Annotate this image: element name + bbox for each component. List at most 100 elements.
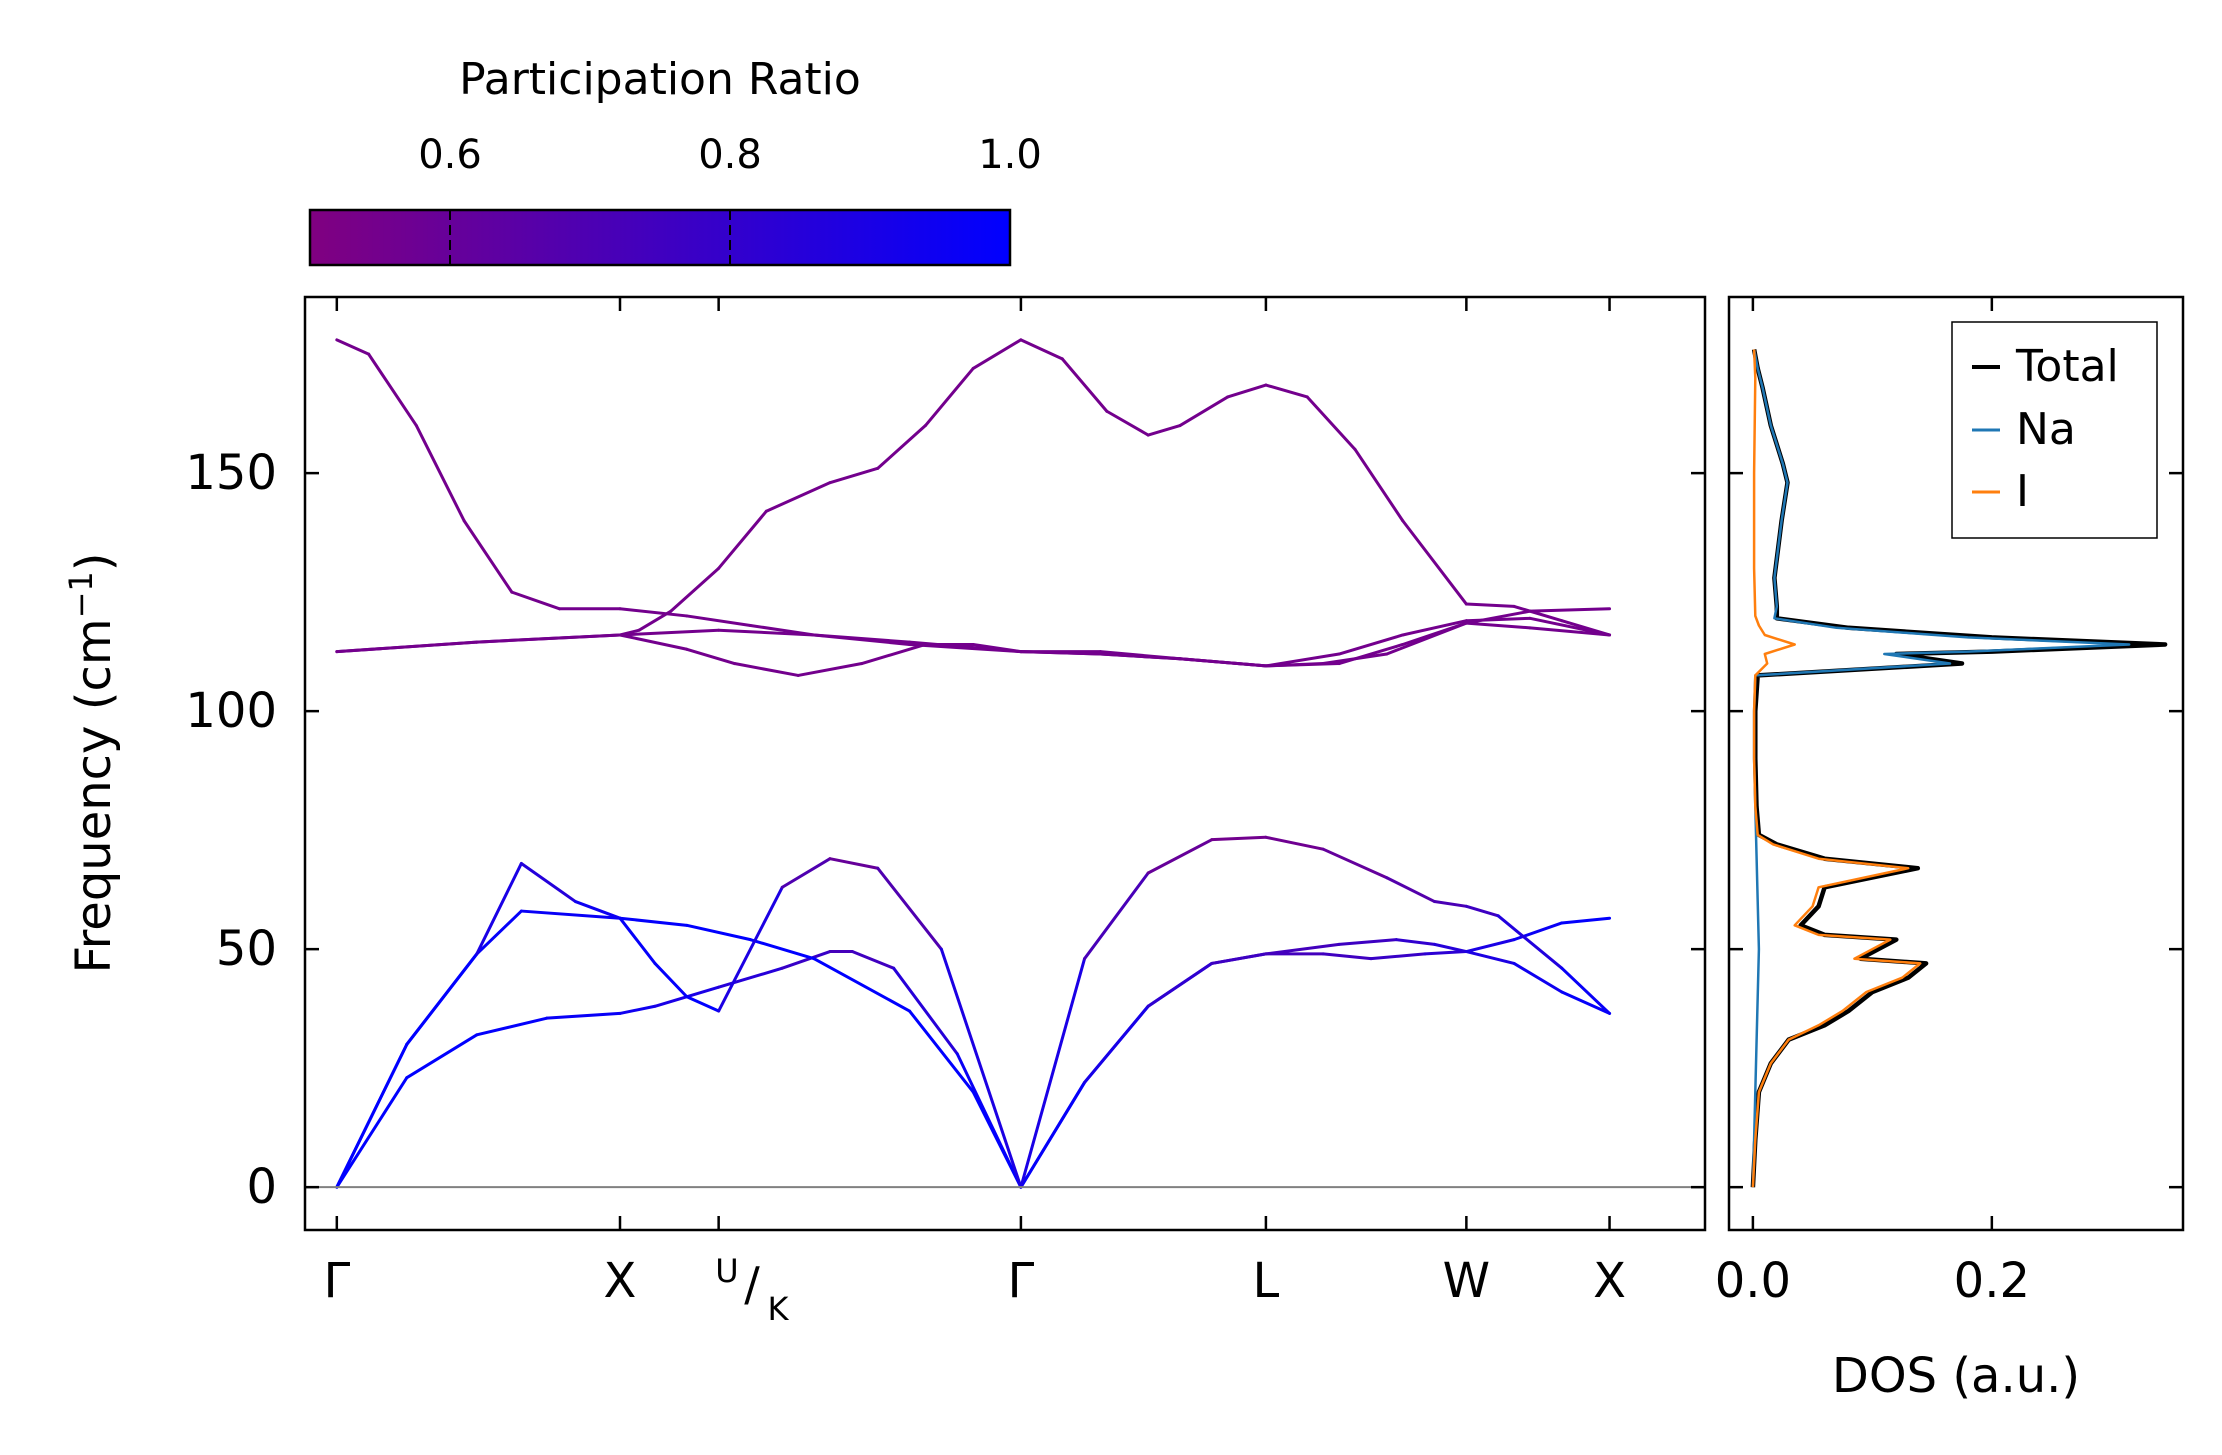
band-segment	[1423, 950, 1468, 956]
band-segment	[1512, 921, 1564, 942]
dos-lines	[1750, 348, 2168, 1188]
kpoint-label: X	[1593, 1253, 1626, 1309]
band-segment	[1433, 900, 1468, 908]
band-segment	[1178, 657, 1268, 668]
kpoint-label: Γ	[1008, 1253, 1035, 1309]
band-segment	[1226, 383, 1268, 399]
band-segment	[1560, 990, 1612, 1015]
band-segment	[1337, 938, 1398, 946]
dos-series-na	[1751, 349, 2131, 1188]
band-segment	[876, 866, 943, 951]
band-segment	[669, 566, 721, 613]
band-acoustic-2	[335, 909, 1612, 1189]
band-segment	[519, 909, 622, 920]
band-segment	[1146, 961, 1214, 1008]
band-segment	[717, 628, 816, 637]
colorbar-tick-label: 0.8	[698, 132, 762, 178]
band-segment	[1321, 952, 1373, 961]
band-segment	[748, 938, 816, 961]
band-segment	[1146, 838, 1214, 875]
legend-label-i: I	[2016, 466, 2029, 517]
band-segment	[405, 952, 479, 1046]
band-segment	[653, 961, 689, 999]
uk-kpoint-label: U / K	[715, 1252, 789, 1328]
band-segment	[367, 352, 418, 428]
uk-label-top: U	[715, 1252, 738, 1290]
band-segment	[475, 633, 622, 644]
band-segment	[1560, 619, 1612, 637]
band-segment	[1512, 604, 1564, 623]
band-segment	[1394, 938, 1437, 946]
band-segment	[637, 609, 673, 632]
band-segment	[1385, 621, 1468, 656]
band-segment	[1464, 904, 1500, 918]
band-optical-top	[618, 338, 1612, 637]
band-segment	[475, 909, 523, 956]
band-optical-mid-3	[335, 338, 1612, 668]
colorbar-tick-label: 0.6	[418, 132, 482, 178]
legend-label-total: Total	[2015, 341, 2119, 392]
band-segment	[1210, 952, 1268, 965]
colorbar-tick-label: 1.0	[978, 132, 1042, 178]
band-segment	[860, 642, 927, 666]
band-segment	[850, 950, 896, 970]
band-segment	[685, 995, 721, 1013]
band-segment	[1019, 1080, 1087, 1189]
band-segment	[1146, 424, 1182, 437]
band-segment	[1105, 409, 1150, 437]
colorbar-ticks: 0.6 0.8 1.0	[418, 132, 1042, 265]
band-y-axis-label: Frequency (cm−1)	[62, 552, 122, 973]
legend-label-na: Na	[2016, 404, 2076, 455]
band-segment	[462, 519, 514, 594]
band-segment	[685, 614, 752, 627]
band-segment	[414, 424, 466, 523]
band-segment	[717, 966, 784, 989]
band-y-tick-label: 100	[185, 683, 277, 739]
dos-x-tick-label: 0.2	[1954, 1253, 2030, 1309]
band-segment	[812, 633, 912, 646]
band-segment	[1401, 519, 1468, 606]
band-segment	[1019, 338, 1064, 361]
band-segment	[923, 366, 975, 428]
band-acoustic-1	[335, 950, 1612, 1189]
dos-axes	[1727, 295, 2185, 1232]
band-segment	[971, 1090, 1023, 1189]
dos-series-i	[1751, 349, 1922, 1188]
band-segment	[780, 857, 832, 889]
band-segment	[764, 481, 832, 513]
band-segment	[1060, 357, 1109, 413]
band-segment	[908, 1009, 975, 1094]
dos-legend: Total Na I	[1951, 321, 2158, 539]
band-segment	[1560, 916, 1612, 925]
band-segment	[1496, 914, 1564, 970]
band-segment	[618, 916, 657, 965]
band-segment	[1321, 847, 1389, 880]
band-segment	[618, 628, 721, 637]
band-segment	[1464, 609, 1532, 625]
band-segment	[405, 1033, 479, 1080]
colorbar	[308, 208, 1012, 267]
band-segment	[1264, 662, 1325, 668]
band-segment	[510, 590, 562, 611]
band-segment	[733, 662, 800, 677]
band-segment	[1321, 652, 1389, 666]
band-segment	[1305, 395, 1357, 451]
band-segment	[618, 1004, 657, 1015]
band-y-tick-label: 50	[216, 921, 277, 977]
band-segment	[1433, 942, 1468, 954]
kpoint-label: Γ	[323, 1253, 350, 1309]
band-optical-low-1	[335, 835, 1612, 1189]
band-segment	[1264, 383, 1309, 399]
band-segment	[796, 662, 864, 677]
band-segment	[335, 338, 371, 356]
band-segment	[1353, 447, 1405, 523]
band-segment	[892, 966, 959, 1056]
band-segment	[1560, 966, 1612, 1015]
band-segment	[475, 861, 523, 956]
band-segment	[1098, 652, 1182, 661]
band-segment	[876, 424, 927, 470]
band-segment	[1369, 952, 1427, 961]
band-segment	[618, 916, 689, 927]
